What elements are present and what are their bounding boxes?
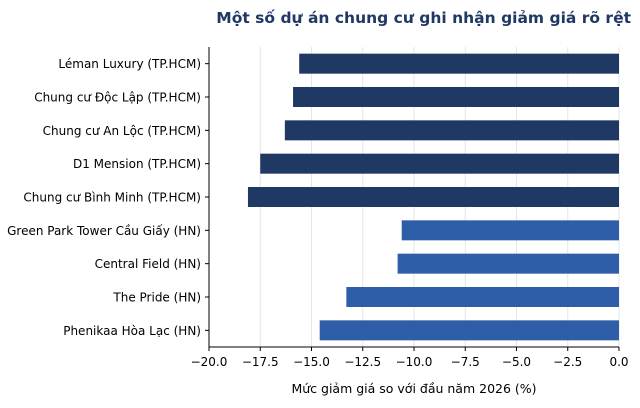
x-tick-label: 0.0 bbox=[609, 355, 628, 369]
category-label: Chung cư An Lộc (TP.HCM) bbox=[43, 124, 201, 138]
bar bbox=[247, 187, 619, 207]
bar bbox=[397, 253, 619, 274]
category-labels: Léman Luxury (TP.HCM) Chung cư Độc Lập (T… bbox=[7, 57, 201, 338]
category-label: The Pride (HN) bbox=[112, 291, 201, 305]
category-label: Léman Luxury (TP.HCM) bbox=[58, 57, 201, 71]
x-tick-labels: −20.0 −17.5 −15.0 −12.5 −10.0 −7.5 −5.0 −2.5 0.0 bbox=[191, 355, 629, 369]
x-tick-label: −10.0 bbox=[396, 355, 433, 369]
x-tick-label: −2.5 bbox=[553, 355, 582, 369]
category-label: Green Park Tower Cầu Giấy (HN) bbox=[7, 224, 201, 238]
bar bbox=[401, 220, 619, 241]
chart-title: Một số dự án chung cư ghi nhận giảm giá … bbox=[216, 8, 631, 27]
category-label: Chung cư Độc Lập (TP.HCM) bbox=[34, 91, 201, 105]
bar bbox=[293, 87, 619, 107]
bars bbox=[247, 53, 619, 341]
category-label: Central Field (HN) bbox=[95, 257, 201, 271]
x-tick-label: −17.5 bbox=[242, 355, 279, 369]
x-axis-label: Mức giảm giá so với đầu năm 2026 (%) bbox=[291, 381, 536, 396]
x-tick-label: −5.0 bbox=[502, 355, 531, 369]
category-label: Chung cư Bình Minh (TP.HCM) bbox=[23, 191, 201, 205]
x-tick-label: −20.0 bbox=[191, 355, 228, 369]
x-tick-label: −12.5 bbox=[344, 355, 381, 369]
category-label: Phenikaa Hòa Lạc (HN) bbox=[63, 324, 201, 338]
x-tick-label: −7.5 bbox=[451, 355, 480, 369]
category-label: D1 Mension (TP.HCM) bbox=[73, 157, 201, 171]
bar bbox=[284, 120, 619, 141]
x-tick-label: −15.0 bbox=[293, 355, 330, 369]
axes bbox=[205, 47, 620, 351]
bar bbox=[319, 320, 619, 341]
bar bbox=[260, 153, 619, 174]
bar bbox=[346, 287, 619, 307]
bar bbox=[299, 53, 619, 74]
